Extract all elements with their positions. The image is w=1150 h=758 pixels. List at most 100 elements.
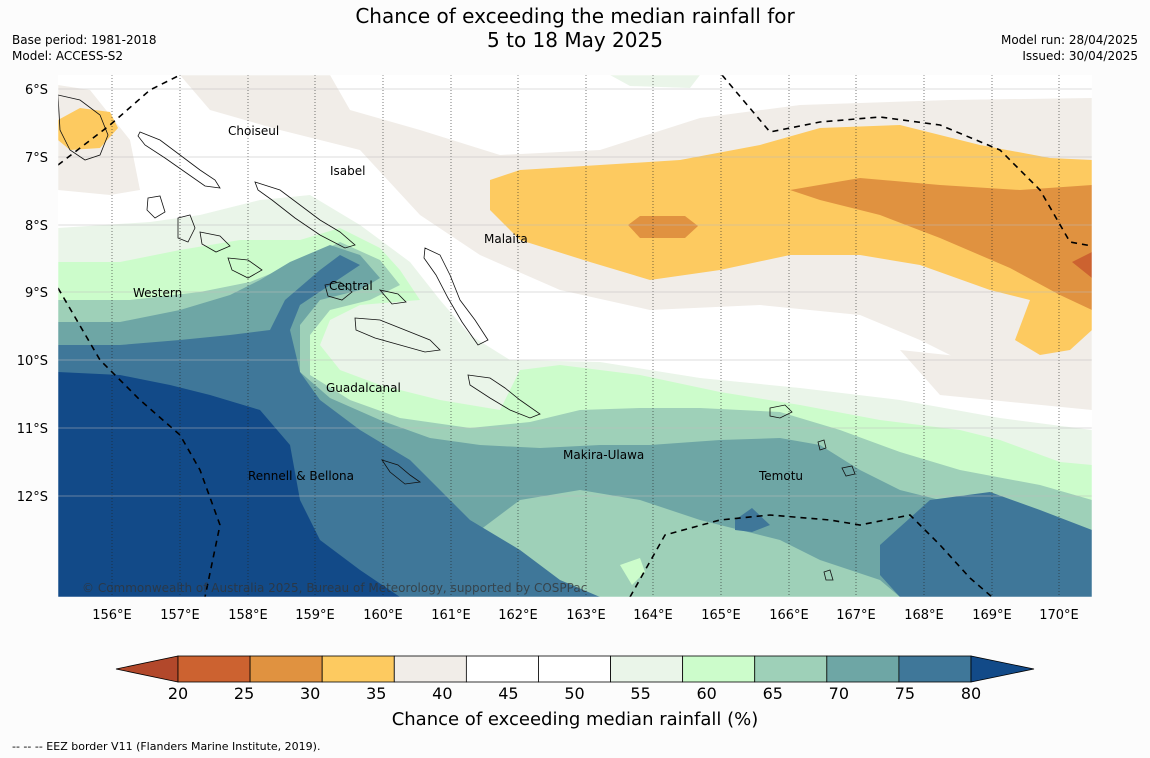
- colorbar-segment: [610, 655, 684, 683]
- island-florida: [378, 289, 407, 305]
- contour-60-65-south: [620, 558, 645, 585]
- lat-label: 10°S: [17, 354, 48, 369]
- label-temotu: Temotu: [758, 469, 803, 483]
- island-western-4: [146, 195, 166, 219]
- lat-label: 11°S: [17, 422, 48, 437]
- colorbar-segment: [682, 655, 756, 683]
- title-line-2: 5 to 18 May 2025: [487, 28, 663, 52]
- colorbar-tick-label: 50: [564, 684, 584, 703]
- colorbar-title: Chance of exceeding median rainfall (%): [391, 709, 759, 730]
- label-malaita: Malaita: [484, 232, 528, 246]
- footnote: -- -- -- EEZ border V11 (Flanders Marine…: [12, 740, 321, 753]
- islands: [58, 94, 856, 581]
- base-period: Base period: 1981-2018: [12, 33, 157, 47]
- colorbar-tick-label: 80: [961, 684, 981, 703]
- island-choiseul: [137, 131, 221, 189]
- colorbar-tick-label: 75: [895, 684, 915, 703]
- label-rennell: Rennell & Bellona: [248, 469, 354, 483]
- meta-left: Base period: 1981-2018 Model: ACCESS-S2: [12, 32, 157, 64]
- lon-label: 161°E: [431, 608, 471, 623]
- lon-label: 159°E: [295, 608, 335, 623]
- island-makira: [467, 374, 541, 419]
- label-central: Central: [329, 279, 373, 293]
- colorbar-extend-low: [115, 655, 179, 683]
- island-guadalcanal: [354, 317, 441, 353]
- colorbar-tick-label: 40: [432, 684, 452, 703]
- contour-35-40-west: [58, 108, 118, 150]
- contour-25-30: [1072, 252, 1092, 278]
- lat-label: 9°S: [25, 286, 48, 301]
- island-ndeni: [769, 404, 793, 419]
- lon-label: 156°E: [92, 608, 132, 623]
- colorbar-tick-label: 30: [300, 684, 320, 703]
- island-isabel: [254, 181, 356, 249]
- lon-labels: 156°E 157°E 158°E 159°E 160°E 161°E 162°…: [92, 608, 1079, 623]
- contour-55-60-north: [610, 75, 700, 88]
- lon-label: 168°E: [904, 608, 944, 623]
- island-tikopia: [817, 439, 827, 451]
- island-central: [324, 281, 353, 301]
- lat-gridlines: [58, 88, 1092, 497]
- label-makira: Makira-Ulawa: [563, 448, 644, 462]
- lat-label: 6°S: [25, 83, 48, 98]
- colorbar-extend-high: [970, 655, 1035, 683]
- copyright-text: © Commonwealth of Australia 2025, Bureau…: [82, 581, 587, 595]
- colorbar-tick-label: 65: [763, 684, 783, 703]
- island-bougainville: [58, 94, 109, 161]
- title-line-1: Chance of exceeding the median rainfall …: [355, 4, 795, 28]
- island-western-3: [227, 257, 263, 279]
- lat-label: 12°S: [17, 490, 48, 505]
- colorbar-tick-label: 35: [366, 684, 386, 703]
- colorbar-tick-label: 45: [498, 684, 518, 703]
- contour-30-35-east: [790, 178, 1092, 310]
- colorbar-segment: [538, 655, 611, 683]
- lat-labels: 6°S 7°S 8°S 9°S 10°S 11°S 12°S: [17, 83, 48, 505]
- colorbar-segment: [249, 655, 323, 683]
- eez-border: [58, 75, 1092, 597]
- colorbar-segment: [177, 655, 251, 683]
- label-western: Western: [133, 286, 182, 300]
- colorbar-segment: [898, 655, 972, 683]
- meta-right: Model run: 28/04/2025 Issued: 30/04/2025: [1001, 32, 1138, 64]
- island-western-2: [199, 231, 231, 253]
- lon-label: 164°E: [633, 608, 673, 623]
- colorbar-tick-label: 20: [168, 684, 188, 703]
- island-western-1: [177, 214, 196, 243]
- colorbar-tick-label: 60: [696, 684, 716, 703]
- lon-label: 162°E: [498, 608, 538, 623]
- model-run: Model run: 28/04/2025: [1000, 33, 1138, 47]
- label-choiseul: Choiseul: [228, 124, 279, 138]
- label-isabel: Isabel: [330, 164, 365, 178]
- lat-label: 8°S: [25, 219, 48, 234]
- label-guadalcanal: Guadalcanal: [326, 381, 401, 395]
- lat-label: 7°S: [25, 151, 48, 166]
- colorbar-segment: [393, 655, 467, 683]
- island-vanikoro: [841, 465, 856, 477]
- lon-label: 158°E: [228, 608, 268, 623]
- issued-date: Issued: 30/04/2025: [1022, 49, 1138, 63]
- colorbar-tick-label: 25: [234, 684, 254, 703]
- lon-label: 170°E: [1039, 608, 1079, 623]
- gridlines: [111, 75, 1060, 597]
- map-fill: Choiseul Isabel Malaita Western Central …: [58, 75, 1092, 597]
- contour-65-70-south: [480, 490, 900, 597]
- contour-40-45-east: [900, 350, 1092, 410]
- lon-label: 160°E: [363, 608, 403, 623]
- lon-label: 157°E: [160, 608, 200, 623]
- chart-title: Chance of exceeding the median rainfall …: [0, 4, 1150, 52]
- island-rennell: [381, 459, 422, 485]
- colorbar-ticks: 20 25 30 35 40 45 50 55 60 65 70 75 80: [168, 684, 981, 703]
- lon-label: 163°E: [566, 608, 606, 623]
- contour-75-80-patch: [735, 508, 770, 532]
- colorbar-segment: [321, 655, 395, 683]
- colorbar-segment: [826, 655, 900, 683]
- lon-label: 169°E: [972, 608, 1012, 623]
- lon-label: 167°E: [836, 608, 876, 623]
- island-small-1: [823, 569, 834, 581]
- colorbar-tick-label: 55: [630, 684, 650, 703]
- colorbar-segment: [754, 655, 828, 683]
- lon-label: 166°E: [769, 608, 809, 623]
- contour-75-80-east: [880, 492, 1092, 597]
- colorbar: [115, 655, 1035, 683]
- island-malaita: [423, 247, 489, 346]
